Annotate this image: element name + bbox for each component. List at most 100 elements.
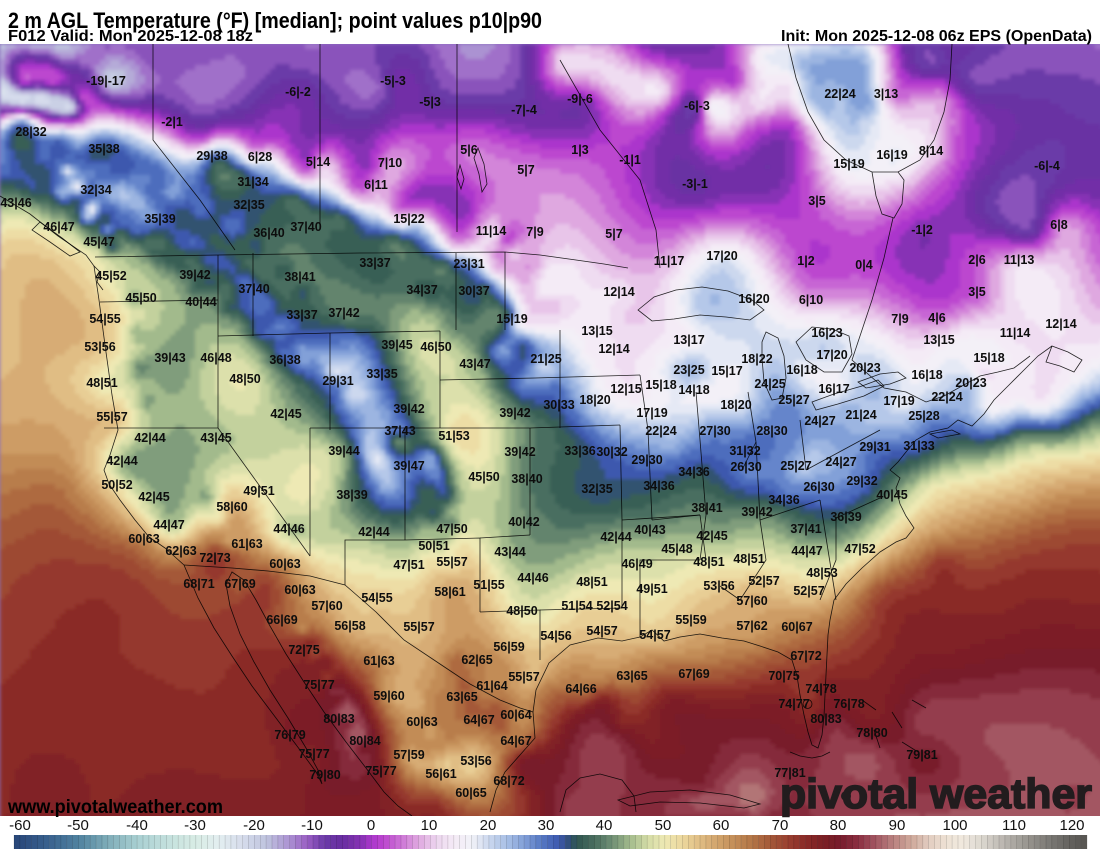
svg-text:17|19: 17|19 (883, 394, 914, 408)
svg-text:28|32: 28|32 (15, 125, 46, 139)
svg-text:42|44: 42|44 (600, 530, 631, 544)
svg-text:48|50: 48|50 (506, 604, 537, 618)
svg-text:-7|-4: -7|-4 (511, 103, 537, 117)
svg-text:22|24: 22|24 (824, 87, 855, 101)
svg-text:-6|-2: -6|-2 (285, 85, 311, 99)
svg-text:42|45: 42|45 (138, 490, 169, 504)
svg-text:40|43: 40|43 (634, 523, 665, 537)
svg-text:62|63: 62|63 (165, 544, 196, 558)
svg-text:14|18: 14|18 (678, 383, 709, 397)
svg-text:12|15: 12|15 (610, 382, 641, 396)
svg-text:31|34: 31|34 (237, 175, 268, 189)
svg-text:-2|1: -2|1 (161, 115, 183, 129)
svg-text:44|46: 44|46 (273, 522, 304, 536)
svg-text:-1|2: -1|2 (911, 223, 933, 237)
svg-text:64|66: 64|66 (565, 682, 596, 696)
svg-text:60|63: 60|63 (284, 583, 315, 597)
svg-text:44|47: 44|47 (791, 544, 822, 558)
svg-text:52|54: 52|54 (596, 599, 627, 613)
svg-text:16|23: 16|23 (811, 326, 842, 340)
svg-text:49|51: 49|51 (636, 582, 667, 596)
svg-text:51|54: 51|54 (561, 599, 592, 613)
svg-text:5|6: 5|6 (460, 143, 477, 157)
svg-text:46|49: 46|49 (621, 557, 652, 571)
svg-text:44|46: 44|46 (517, 571, 548, 585)
svg-text:77|81: 77|81 (774, 766, 805, 780)
svg-text:22|24: 22|24 (931, 390, 962, 404)
svg-text:75|77: 75|77 (365, 764, 396, 778)
svg-text:-3|-1: -3|-1 (682, 177, 708, 191)
svg-text:-20: -20 (243, 817, 265, 834)
svg-text:58|61: 58|61 (434, 585, 465, 599)
svg-text:57|60: 57|60 (311, 599, 342, 613)
svg-text:46|48: 46|48 (200, 351, 231, 365)
svg-text:60|63: 60|63 (269, 557, 300, 571)
svg-text:47|52: 47|52 (844, 542, 875, 556)
svg-text:29|38: 29|38 (196, 149, 227, 163)
svg-text:61|63: 61|63 (231, 537, 262, 551)
svg-text:39|45: 39|45 (381, 338, 412, 352)
svg-text:15|18: 15|18 (645, 378, 676, 392)
svg-text:11|14: 11|14 (476, 224, 507, 238)
svg-text:6|10: 6|10 (799, 293, 823, 307)
svg-text:17|20: 17|20 (816, 348, 847, 362)
svg-text:4|6: 4|6 (928, 311, 945, 325)
svg-text:47|50: 47|50 (436, 522, 467, 536)
svg-text:16|19: 16|19 (876, 148, 907, 162)
svg-text:66|69: 66|69 (266, 613, 297, 627)
svg-text:3|5: 3|5 (808, 194, 825, 208)
svg-text:34|36: 34|36 (768, 493, 799, 507)
svg-text:-5|3: -5|3 (419, 95, 441, 109)
svg-text:15|18: 15|18 (973, 351, 1004, 365)
svg-text:64|67: 64|67 (500, 734, 531, 748)
svg-text:32|35: 32|35 (581, 482, 612, 496)
svg-text:67|69: 67|69 (224, 577, 255, 591)
svg-text:15|19: 15|19 (496, 312, 527, 326)
svg-text:7|10: 7|10 (378, 156, 402, 170)
svg-text:-5|-3: -5|-3 (380, 74, 406, 88)
svg-text:5|14: 5|14 (306, 155, 330, 169)
svg-text:55|57: 55|57 (403, 620, 434, 634)
svg-text:54|56: 54|56 (540, 629, 571, 643)
svg-text:-30: -30 (184, 817, 206, 834)
svg-text:7|9: 7|9 (891, 312, 908, 326)
svg-text:90: 90 (889, 817, 906, 834)
svg-text:60|64: 60|64 (500, 708, 531, 722)
svg-text:52|57: 52|57 (748, 574, 779, 588)
svg-text:36|40: 36|40 (253, 226, 284, 240)
svg-text:55|57: 55|57 (508, 670, 539, 684)
svg-text:26|30: 26|30 (803, 480, 834, 494)
svg-text:110: 110 (1002, 817, 1026, 834)
svg-text:46|47: 46|47 (43, 220, 74, 234)
svg-text:55|57: 55|57 (96, 410, 127, 424)
svg-text:46|50: 46|50 (420, 340, 451, 354)
svg-text:56|58: 56|58 (334, 619, 365, 633)
svg-text:16|17: 16|17 (818, 382, 849, 396)
svg-text:24|27: 24|27 (825, 455, 856, 469)
svg-text:34|36: 34|36 (643, 479, 674, 493)
svg-text:57|62: 57|62 (736, 619, 767, 633)
svg-text:58|60: 58|60 (216, 500, 247, 514)
svg-text:54|55: 54|55 (89, 312, 120, 326)
svg-text:37|41: 37|41 (790, 522, 821, 536)
svg-text:42|45: 42|45 (696, 529, 727, 543)
svg-text:21|24: 21|24 (845, 408, 876, 422)
svg-text:48|51: 48|51 (693, 555, 724, 569)
svg-text:80|84: 80|84 (349, 734, 380, 748)
svg-text:51|55: 51|55 (473, 578, 504, 592)
svg-text:39|47: 39|47 (393, 459, 424, 473)
svg-text:54|55: 54|55 (361, 591, 392, 605)
svg-text:78|80: 78|80 (856, 726, 887, 740)
svg-text:43|47: 43|47 (459, 357, 490, 371)
svg-text:61|64: 61|64 (476, 679, 507, 693)
svg-text:20|23: 20|23 (955, 376, 986, 390)
svg-text:42|44: 42|44 (134, 431, 165, 445)
svg-text:11|17: 11|17 (654, 254, 685, 268)
svg-text:39|42: 39|42 (179, 268, 210, 282)
svg-text:70|75: 70|75 (768, 669, 799, 683)
svg-text:18|20: 18|20 (720, 398, 751, 412)
svg-text:60|65: 60|65 (455, 786, 486, 800)
svg-text:32|34: 32|34 (80, 183, 111, 197)
svg-text:45|48: 45|48 (661, 542, 692, 556)
svg-text:34|37: 34|37 (406, 283, 437, 297)
